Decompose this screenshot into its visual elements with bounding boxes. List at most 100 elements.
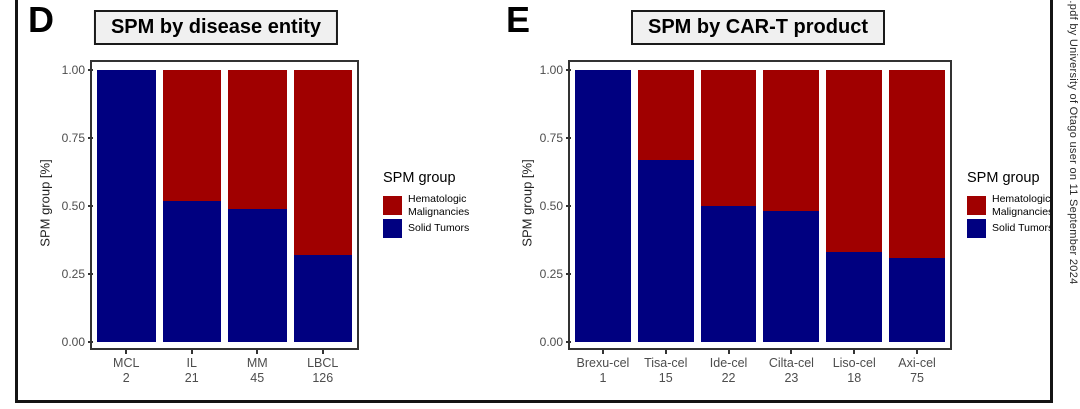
- segment-hematologic-malignancies: [826, 70, 883, 253]
- segment-hematologic-malignancies: [162, 70, 221, 201]
- y-tick: 0.25: [539, 267, 571, 281]
- y-tick-label: 0.00: [61, 335, 85, 349]
- y-tick-mark: [566, 205, 571, 207]
- y-tick-label: 0.75: [61, 131, 85, 145]
- legend-swatch-solid-tumors: [967, 219, 986, 239]
- segment-solid-tumors: [637, 159, 694, 342]
- segment-solid-tumors: [162, 200, 221, 342]
- x-category: Liso-cel 18: [826, 350, 882, 386]
- stacked-bar-il: [162, 70, 221, 342]
- y-tick: 0.00: [61, 335, 93, 349]
- y-tick-label: 0.25: [61, 267, 85, 281]
- x-category-count: 22: [721, 371, 736, 385]
- y-tick: 1.00: [61, 63, 93, 77]
- y-tick-label: 1.00: [61, 63, 85, 77]
- y-tick: 0.75: [61, 131, 93, 145]
- x-tick-mark: [190, 350, 193, 354]
- panel-d-title: SPM by disease entity: [93, 10, 339, 45]
- y-axis-label: SPM group [%]: [519, 159, 535, 247]
- segment-hematologic-malignancies: [700, 70, 757, 206]
- x-category-count: 1: [599, 371, 607, 385]
- legend-entry-solid-tumors: Solid Tumors: [383, 219, 498, 239]
- segment-hematologic-malignancies: [763, 70, 820, 212]
- x-category-label: Cilta-cel: [768, 356, 814, 370]
- y-tick-label: 0.50: [539, 199, 563, 213]
- x-category: MM 45: [228, 350, 287, 386]
- x-tick-mark: [853, 350, 856, 354]
- stacked-bar-lbcl: [293, 70, 352, 342]
- x-category-label: LBCL: [307, 356, 339, 370]
- y-tick-mark: [566, 137, 571, 139]
- panel-letter-e: E: [506, 0, 531, 40]
- legend-swatch-solid-tumors: [383, 219, 402, 239]
- x-category-count: 21: [184, 371, 199, 385]
- y-tick: 1.00: [540, 63, 571, 77]
- x-category: LBCL 126: [294, 350, 353, 386]
- segment-hematologic-malignancies: [889, 70, 945, 258]
- panel-e: E SPM by CAR-T product SPM group [%] 1.0…: [490, 0, 1075, 409]
- x-axis: Brexu-cel 1 Tisa-cel 15 Ide-cel 22 Cilta-cel 23…: [575, 350, 945, 386]
- x-category-label: Liso-cel: [832, 356, 876, 370]
- x-category-label: Brexu-cel: [576, 356, 630, 370]
- y-tick-mark: [566, 69, 571, 71]
- x-category-count: 126: [312, 371, 334, 385]
- plot-area: 1.00 0.75 0.50 0.25 0.00 MCL 2 IL 21 MM 45 LBCL 126: [62, 60, 359, 385]
- stacked-bar-axi-cel: [889, 70, 945, 342]
- x-category-label: Tisa-cel: [644, 356, 688, 370]
- x-axis: MCL 2 IL 21 MM 45 LBCL 126: [97, 350, 352, 386]
- y-tick-mark: [88, 341, 93, 343]
- legend-entry-hematologic: Hematologic Malignancies: [967, 193, 1080, 218]
- x-category-label: Ide-cel: [709, 356, 748, 370]
- x-tick-mark: [321, 350, 324, 354]
- segment-solid-tumors: [97, 70, 156, 342]
- x-tick-mark: [790, 350, 793, 354]
- x-category: Cilta-cel 23: [763, 350, 819, 386]
- x-category-count: 2: [122, 371, 130, 385]
- journal-watermark: 8.pdf by University of Otago user on 11 …: [1067, 0, 1079, 285]
- legend-swatch-hematologic: [383, 196, 402, 216]
- stacked-bar-tisa-cel: [637, 70, 694, 342]
- y-tick-mark: [566, 341, 571, 343]
- y-tick-mark: [88, 137, 93, 139]
- panel-letter-d: D: [28, 0, 54, 40]
- legend-entry-label: Hematologic Malignancies: [992, 193, 1054, 218]
- panel-d: D SPM by disease entity SPM group [%] 1.…: [20, 0, 485, 409]
- x-category: IL 21: [163, 350, 222, 386]
- y-tick-mark: [566, 273, 571, 275]
- bar-field: [97, 70, 352, 342]
- x-category: Ide-cel 22: [701, 350, 757, 386]
- y-tick-label: 0.00: [539, 335, 563, 349]
- stacked-bar-brexu-cel: [575, 70, 631, 342]
- legend: SPM group Hematologic Malignancies Solid…: [967, 170, 1080, 239]
- x-category-label: Axi-cel: [898, 356, 936, 370]
- x-category-count: 75: [910, 371, 924, 385]
- x-category: Tisa-cel 15: [638, 350, 694, 386]
- segment-solid-tumors: [575, 70, 631, 342]
- x-category: Brexu-cel 1: [575, 350, 631, 386]
- x-category-label: MCL: [113, 356, 140, 370]
- legend-title: SPM group: [967, 170, 1040, 186]
- x-category-count: 15: [658, 371, 673, 385]
- stacked-bar-mcl: [97, 70, 156, 342]
- segment-solid-tumors: [293, 254, 352, 342]
- y-tick: 0.25: [61, 267, 93, 281]
- x-tick-mark: [601, 350, 604, 354]
- stacked-bar-ide-cel: [700, 70, 757, 342]
- segment-hematologic-malignancies: [293, 70, 352, 255]
- y-tick-label: 0.25: [539, 267, 563, 281]
- y-tick-mark: [88, 69, 93, 71]
- legend-title: SPM group: [383, 170, 456, 186]
- stacked-bar-cilta-cel: [763, 70, 820, 342]
- x-tick-mark: [664, 350, 667, 354]
- y-tick: 0.50: [62, 199, 93, 213]
- segment-solid-tumors: [889, 257, 945, 342]
- panel-e-title: SPM by CAR-T product: [631, 10, 885, 45]
- segment-solid-tumors: [763, 211, 820, 342]
- x-category-label: IL: [186, 356, 197, 370]
- segment-solid-tumors: [228, 208, 287, 342]
- y-tick: 0.75: [540, 131, 571, 145]
- bar-field: [575, 70, 945, 342]
- stacked-bar-liso-cel: [826, 70, 883, 342]
- x-category: Axi-cel 75: [889, 350, 945, 386]
